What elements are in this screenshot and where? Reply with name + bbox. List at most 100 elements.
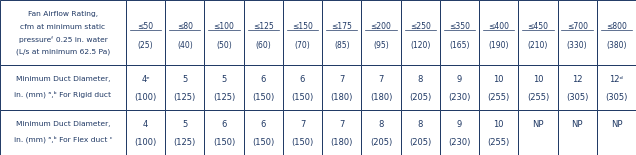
Bar <box>0 110 126 155</box>
Text: (25): (25) <box>138 41 153 50</box>
Bar <box>518 0 558 65</box>
Text: 12: 12 <box>572 75 583 84</box>
Text: (180): (180) <box>331 138 353 147</box>
Bar <box>597 110 636 155</box>
Text: (180): (180) <box>370 93 392 102</box>
Text: ≤800: ≤800 <box>606 22 627 31</box>
Bar <box>204 65 244 110</box>
Bar <box>204 0 244 65</box>
Text: NP: NP <box>611 120 622 129</box>
Bar <box>204 110 244 155</box>
Text: (380): (380) <box>606 41 626 50</box>
Text: cfm at minimum static: cfm at minimum static <box>20 24 106 30</box>
Text: NP: NP <box>571 120 583 129</box>
Bar <box>361 65 401 110</box>
Text: (205): (205) <box>370 138 392 147</box>
Text: ≤400: ≤400 <box>488 22 509 31</box>
Bar <box>479 0 518 65</box>
Bar <box>283 110 322 155</box>
Bar <box>165 0 204 65</box>
Text: (150): (150) <box>291 138 314 147</box>
Text: (50): (50) <box>216 41 232 50</box>
Bar <box>558 110 597 155</box>
Text: 9: 9 <box>457 120 462 129</box>
Text: 6: 6 <box>300 75 305 84</box>
Text: (70): (70) <box>294 41 310 50</box>
Text: (150): (150) <box>291 93 314 102</box>
Text: (255): (255) <box>527 93 549 102</box>
Text: ≤450: ≤450 <box>527 22 548 31</box>
Text: (205): (205) <box>409 93 431 102</box>
Text: (190): (190) <box>488 41 509 50</box>
Text: ≤350: ≤350 <box>449 22 470 31</box>
Text: 10: 10 <box>494 120 504 129</box>
Text: Fan Airflow Rating,: Fan Airflow Rating, <box>28 11 98 17</box>
Bar <box>0 65 126 110</box>
Bar <box>165 110 204 155</box>
Text: 9: 9 <box>457 75 462 84</box>
Text: ≤175: ≤175 <box>331 22 352 31</box>
Bar <box>244 110 283 155</box>
Bar <box>401 110 440 155</box>
Text: (60): (60) <box>256 41 271 50</box>
Text: (120): (120) <box>410 41 431 50</box>
Bar <box>597 65 636 110</box>
Text: (40): (40) <box>177 41 193 50</box>
Text: 5: 5 <box>221 75 226 84</box>
Text: (255): (255) <box>488 93 510 102</box>
Text: 8: 8 <box>378 120 384 129</box>
Text: ≤50: ≤50 <box>137 22 154 31</box>
Text: (125): (125) <box>174 138 196 147</box>
Bar <box>440 65 479 110</box>
Bar <box>479 65 518 110</box>
Text: (100): (100) <box>134 93 156 102</box>
Text: (125): (125) <box>174 93 196 102</box>
Bar <box>518 110 558 155</box>
Text: 7: 7 <box>339 120 345 129</box>
Text: (165): (165) <box>449 41 470 50</box>
Text: (150): (150) <box>213 138 235 147</box>
Text: (330): (330) <box>567 41 588 50</box>
Bar <box>322 110 361 155</box>
Text: 10: 10 <box>494 75 504 84</box>
Text: 8: 8 <box>417 120 423 129</box>
Text: 5: 5 <box>182 120 188 129</box>
Bar <box>244 0 283 65</box>
Text: (180): (180) <box>331 93 353 102</box>
Text: 12ᵈ: 12ᵈ <box>609 75 623 84</box>
Bar <box>558 0 597 65</box>
Text: (230): (230) <box>448 138 471 147</box>
Text: 7: 7 <box>300 120 305 129</box>
Text: (85): (85) <box>334 41 350 50</box>
Bar <box>401 0 440 65</box>
Text: ≤100: ≤100 <box>214 22 235 31</box>
Text: ≤700: ≤700 <box>567 22 588 31</box>
Text: ≤125: ≤125 <box>253 22 273 31</box>
Text: ≤250: ≤250 <box>410 22 431 31</box>
Bar <box>558 65 597 110</box>
Bar <box>518 65 558 110</box>
Bar <box>165 65 204 110</box>
Bar <box>401 65 440 110</box>
Text: 7: 7 <box>339 75 345 84</box>
Text: (305): (305) <box>605 93 628 102</box>
Text: in. (mm) ᵃ,ᵇ For Rigid duct: in. (mm) ᵃ,ᵇ For Rigid duct <box>15 91 111 98</box>
Text: (150): (150) <box>252 93 274 102</box>
Text: ≤200: ≤200 <box>371 22 391 31</box>
Text: ≤80: ≤80 <box>177 22 193 31</box>
Text: (230): (230) <box>448 93 471 102</box>
Text: ≤150: ≤150 <box>292 22 313 31</box>
Bar <box>361 0 401 65</box>
Text: (150): (150) <box>252 138 274 147</box>
Text: 6: 6 <box>221 120 226 129</box>
Text: (305): (305) <box>566 93 588 102</box>
Text: 4ᵉ: 4ᵉ <box>141 75 150 84</box>
Text: 5: 5 <box>182 75 188 84</box>
Text: 6: 6 <box>261 120 266 129</box>
Text: NP: NP <box>532 120 544 129</box>
Bar <box>322 65 361 110</box>
Text: 10: 10 <box>533 75 543 84</box>
Text: (L/s at minimum 62.5 Pa): (L/s at minimum 62.5 Pa) <box>16 49 110 55</box>
Text: in. (mm) ᵃ,ᵇ For Flex duct ᶜ: in. (mm) ᵃ,ᵇ For Flex duct ᶜ <box>14 136 112 143</box>
Bar <box>479 110 518 155</box>
